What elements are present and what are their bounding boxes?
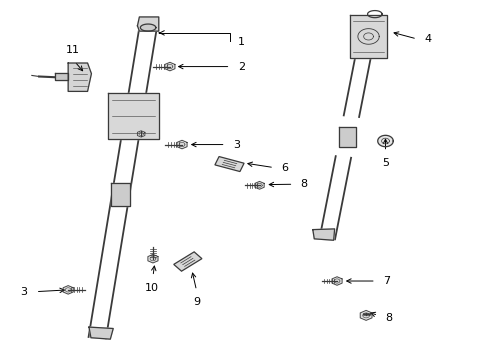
Text: 4: 4 bbox=[424, 34, 431, 44]
Polygon shape bbox=[108, 93, 159, 139]
Polygon shape bbox=[54, 73, 68, 80]
Polygon shape bbox=[174, 252, 202, 271]
Polygon shape bbox=[378, 135, 393, 147]
Polygon shape bbox=[63, 285, 73, 294]
Polygon shape bbox=[141, 24, 156, 31]
Text: 7: 7 bbox=[383, 276, 390, 286]
Polygon shape bbox=[313, 229, 335, 240]
Polygon shape bbox=[89, 327, 113, 339]
Polygon shape bbox=[360, 310, 372, 320]
Polygon shape bbox=[68, 63, 92, 91]
Text: 2: 2 bbox=[238, 62, 245, 72]
Text: 8: 8 bbox=[301, 179, 308, 189]
Polygon shape bbox=[350, 15, 387, 58]
Polygon shape bbox=[137, 131, 145, 137]
Polygon shape bbox=[177, 140, 187, 149]
Polygon shape bbox=[339, 127, 356, 147]
Polygon shape bbox=[148, 255, 158, 263]
Text: 3: 3 bbox=[20, 287, 27, 297]
Polygon shape bbox=[138, 17, 159, 31]
Polygon shape bbox=[165, 62, 175, 71]
Text: 5: 5 bbox=[382, 158, 389, 168]
Polygon shape bbox=[111, 183, 130, 206]
Polygon shape bbox=[255, 181, 264, 189]
Polygon shape bbox=[215, 157, 244, 172]
Polygon shape bbox=[332, 277, 342, 285]
Text: 11: 11 bbox=[66, 45, 80, 55]
Text: 8: 8 bbox=[386, 312, 392, 323]
Text: 6: 6 bbox=[281, 163, 288, 172]
Text: 10: 10 bbox=[145, 283, 159, 293]
Text: 3: 3 bbox=[233, 140, 241, 149]
Text: 9: 9 bbox=[193, 297, 200, 307]
Text: 1: 1 bbox=[238, 37, 245, 48]
